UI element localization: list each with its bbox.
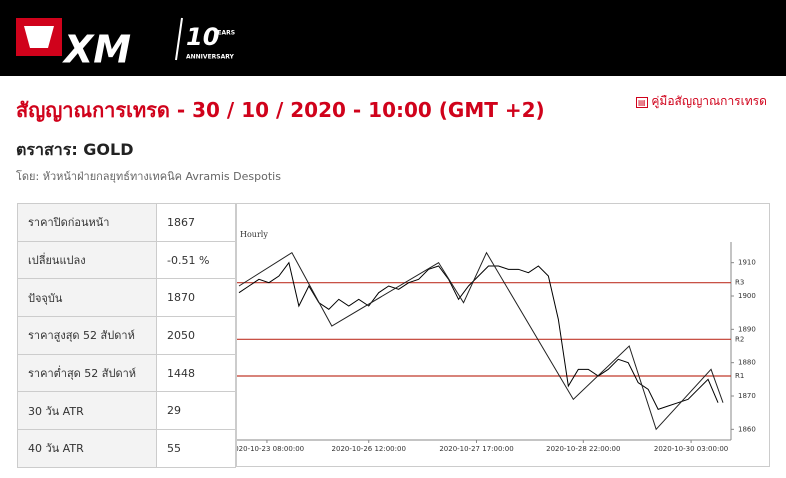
y-tick-label: 1910 (738, 259, 756, 267)
row-value: -0.51 % (156, 240, 236, 280)
row-value: 29 (156, 391, 236, 431)
row-label: ราคาสูงสุด 52 สัปดาห์ (17, 316, 157, 355)
badge-number: 10 (186, 23, 219, 51)
y-tick-label: 1880 (738, 359, 756, 367)
row-label: 30 วัน ATR (17, 391, 157, 431)
x-tick-label: 2020-10-23 08:00:00 (236, 445, 304, 453)
row-value: 55 (156, 429, 236, 468)
chart-title: Hourly (240, 230, 268, 239)
row-value: 2050 (156, 316, 236, 355)
y-tick-label: 1860 (738, 425, 756, 433)
header: XM 10 YEARS ANNIVERSARY (0, 0, 786, 76)
row-label: เปลี่ยนแปลง (17, 240, 157, 280)
row-label: ปัจจุบัน (17, 278, 157, 318)
chart: Hourly 1860 1870 1880 1890 1900 1910 2020-10-2… (236, 203, 770, 467)
table-row: ราคาต่ำสุด 52 สัปดาห์ 1448 (17, 353, 236, 393)
level-label: R1 (735, 372, 744, 380)
logo-bull (24, 26, 54, 48)
y-tick-label: 1890 (738, 325, 756, 333)
guide-link[interactable]: ▤ คู่มือสัญญาณการเทรด (636, 94, 767, 108)
logo-text: XM (62, 28, 131, 72)
row-value: 1448 (156, 353, 236, 393)
page-title: สัญญาณการเทรด - 30 / 10 / 2020 - 10:00 (… (16, 98, 545, 122)
row-value: 1867 (156, 203, 236, 242)
badge-word: YEARS (212, 30, 235, 37)
badge-caption: ANNIVERSARY (186, 54, 235, 61)
guide-link-text[interactable]: คู่มือสัญญาณการเทรด (651, 94, 767, 108)
table-row: ราคาสูงสุด 52 สัปดาห์ 2050 (17, 316, 236, 355)
y-tick-label: 1870 (738, 392, 756, 400)
info-table: ราคาปิดก่อนหน้า 1867 เปลี่ยนแปลง -0.51 % ปัจ… (17, 203, 236, 468)
y-tick-label: 1900 (738, 292, 756, 300)
row-label: 40 วัน ATR (17, 429, 157, 468)
instrument: ตราสาร: GOLD (16, 140, 134, 159)
row-label: ราคาปิดก่อนหน้า (17, 203, 157, 242)
price-line (238, 251, 724, 431)
row-label: ราคาต่ำสุด 52 สัปดาห์ (17, 353, 157, 393)
table-row: เปลี่ยนแปลง -0.51 % (17, 240, 236, 280)
table-row: 30 วัน ATR 29 (17, 391, 236, 431)
table-row: ราคาปิดก่อนหน้า 1867 (17, 203, 236, 242)
table-row: ปัจจุบัน 1870 (17, 278, 236, 318)
x-tick-label: 2020-10-27 17:00:00 (439, 445, 513, 453)
logo: XM 10 YEARS ANNIVERSARY (16, 17, 235, 72)
row-value: 1870 (156, 278, 236, 318)
level-label: R2 (735, 335, 744, 343)
x-tick-label: 2020-10-28 22:00:00 (546, 445, 620, 453)
x-tick-label: 2020-10-30 03:00:00 (654, 445, 728, 453)
price-line (238, 261, 719, 410)
level-label: R3 (735, 279, 744, 287)
author: โดย: หัวหน้าฝ่ายกลยุทธ์ทางเทคนิค Avramis… (16, 170, 281, 183)
x-tick-label: 2020-10-26 12:00:00 (332, 445, 406, 453)
table-row: 40 วัน ATR 55 (17, 429, 236, 468)
